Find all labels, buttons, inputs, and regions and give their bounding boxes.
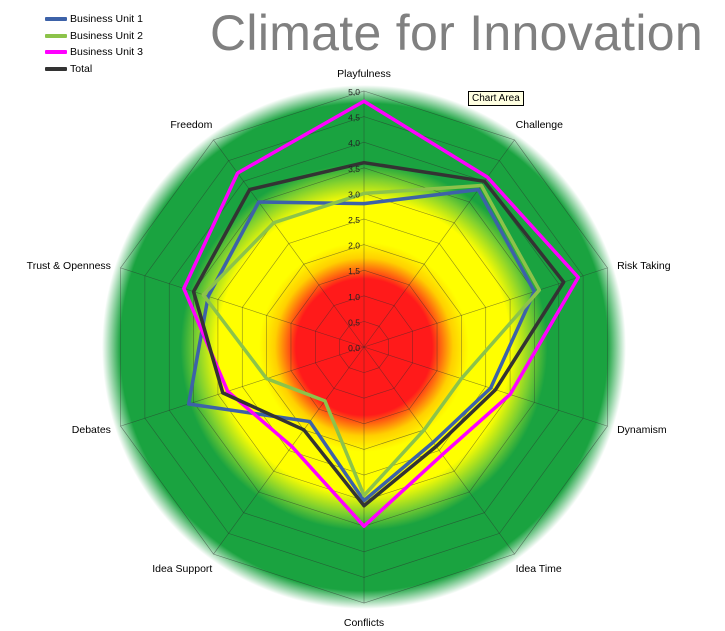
radial-tick-label: 2,0 (348, 241, 360, 251)
legend-label: Business Unit 2 (70, 29, 143, 42)
category-label: Playfulness (337, 68, 391, 80)
chart-area-tooltip: Chart Area (468, 91, 524, 106)
legend-label: Total (70, 62, 93, 75)
legend-label: Business Unit 1 (70, 13, 143, 26)
radial-tick-label: 4,0 (348, 138, 360, 148)
radial-tick-label: 2,5 (348, 215, 360, 225)
radial-tick-label: 1,0 (348, 292, 360, 302)
series-layer (182, 99, 581, 528)
category-label: Freedom (170, 119, 212, 131)
series-line (182, 99, 581, 528)
series-line (201, 183, 542, 498)
grid-spoke (363, 267, 608, 348)
legend-swatch (45, 66, 67, 71)
legend-item: Business Unit 2 (45, 28, 143, 45)
category-label: Conflicts (344, 617, 384, 629)
radial-tick-label: 5,0 (348, 87, 360, 97)
category-label: Challenge (516, 119, 563, 131)
legend-item: Business Unit 1 (45, 11, 143, 28)
grid-spoke (363, 346, 515, 555)
grid-spoke (120, 267, 365, 348)
grid-spoke (120, 346, 365, 427)
radial-tick-label: 3,5 (348, 164, 360, 174)
legend-swatch (45, 33, 67, 38)
legend-swatch (45, 50, 67, 55)
radial-tick-label: 1,5 (348, 266, 360, 276)
legend: Business Unit 1 Business Unit 2 Business… (45, 11, 143, 77)
grid-layer (120, 90, 608, 604)
category-label: Idea Support (152, 563, 212, 575)
chart-title: Climate for Innovation (210, 5, 703, 61)
grid-spoke (363, 346, 608, 427)
grid-spoke (213, 346, 365, 555)
series-line (186, 187, 537, 503)
grid-spoke (363, 139, 515, 348)
legend-swatch (45, 17, 67, 22)
radial-tick-label: 0,0 (348, 343, 360, 353)
radial-tick-label: 3,0 (348, 189, 360, 199)
legend-label: Business Unit 3 (70, 46, 143, 59)
radial-tick-label: 4,5 (348, 113, 360, 123)
category-label: Trust & Openness (27, 260, 111, 272)
series-line (191, 160, 566, 508)
label-layer: 0,0 0,5 1,0 1,5 2,0 2,5 3,0 3,5 4,0 4,5 5,0 Playful… (27, 68, 671, 629)
category-label: Risk Taking (617, 260, 671, 272)
category-label: Debates (72, 424, 111, 436)
category-label: Idea Time (516, 563, 562, 575)
category-label: Dynamism (617, 424, 667, 436)
radial-tick-label: 0,5 (348, 317, 360, 327)
legend-item: Business Unit 3 (45, 44, 143, 61)
legend-item: Total (45, 61, 143, 78)
